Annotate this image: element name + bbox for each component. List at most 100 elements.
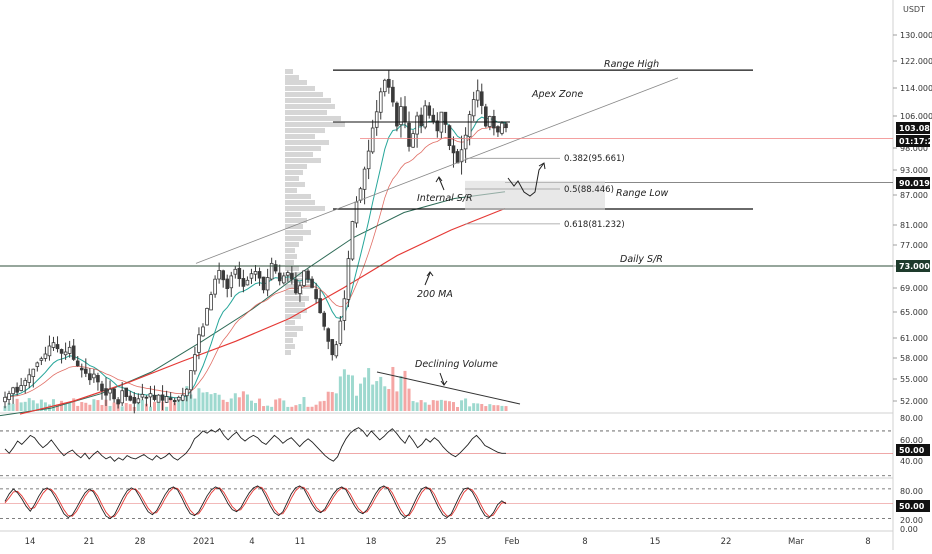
candle-body bbox=[374, 111, 379, 128]
volume-bar bbox=[201, 392, 205, 411]
candle-body bbox=[43, 353, 48, 359]
time-tick-label: 11 bbox=[295, 537, 306, 547]
candle-body bbox=[63, 351, 68, 356]
volume-profile-bar bbox=[285, 146, 321, 151]
volume-bar bbox=[439, 399, 443, 411]
fib-50-label: 0.5(88.446) bbox=[564, 185, 614, 195]
volume-bar bbox=[266, 405, 270, 411]
volume-profile-bar bbox=[285, 206, 325, 211]
candle-body bbox=[79, 367, 84, 371]
volume-bar bbox=[39, 399, 43, 411]
candle-body bbox=[281, 275, 286, 284]
volume-bar bbox=[193, 398, 197, 411]
volume-bar bbox=[310, 406, 314, 411]
volume-bar bbox=[270, 406, 274, 411]
candle-body bbox=[500, 122, 504, 134]
candle-body bbox=[253, 271, 258, 275]
volume-bar bbox=[47, 404, 51, 411]
volume-profile-bar bbox=[285, 69, 293, 74]
price-tick-label: 93.000 bbox=[900, 166, 928, 175]
volume-profile bbox=[285, 69, 345, 355]
candle-body bbox=[391, 86, 395, 103]
candle-body bbox=[346, 258, 351, 300]
daily-sr-label: Daily S/R bbox=[620, 254, 663, 265]
time-tick-label: 15 bbox=[650, 537, 661, 547]
volume-bar bbox=[359, 383, 363, 411]
candle-body bbox=[326, 328, 331, 342]
candle-body bbox=[306, 270, 310, 280]
candle-body bbox=[435, 120, 440, 132]
volume-profile-bar bbox=[285, 134, 315, 139]
candle-body bbox=[205, 307, 209, 326]
volume-bar bbox=[460, 400, 464, 411]
daily-sr-price-label: 73.000 bbox=[899, 262, 930, 271]
volume-bar bbox=[51, 399, 55, 411]
volume-bar bbox=[241, 391, 245, 411]
time-tick-label: 28 bbox=[135, 537, 146, 547]
volume-bar bbox=[419, 400, 423, 411]
volume-bar bbox=[355, 395, 359, 411]
volume-bar bbox=[92, 399, 96, 411]
volume-bar bbox=[157, 402, 161, 411]
volume-bar bbox=[411, 401, 415, 411]
candle-body bbox=[483, 106, 488, 127]
volume-bar bbox=[84, 402, 88, 411]
candle-body bbox=[237, 268, 242, 280]
range-low-label: Range Low bbox=[616, 188, 668, 199]
volume-profile-bar bbox=[285, 272, 305, 277]
candle-body bbox=[273, 264, 278, 272]
rsi-tick-label: 60.00 bbox=[900, 436, 923, 445]
candle-body bbox=[257, 271, 262, 279]
candle-body bbox=[451, 145, 456, 154]
volume-bar bbox=[427, 404, 431, 411]
internal-sr-arrow bbox=[435, 176, 445, 191]
volume-profile-bar bbox=[285, 182, 305, 187]
candle-body bbox=[88, 373, 92, 381]
volume-bar bbox=[322, 400, 326, 411]
axes: USDT 130.000 122.000 114.000 106.000 98.000 93… bbox=[25, 5, 932, 547]
time-tick-label: 4 bbox=[249, 537, 254, 547]
volume-bar bbox=[278, 398, 282, 411]
candle-body bbox=[84, 368, 88, 374]
candle-body bbox=[124, 387, 129, 397]
candle-body bbox=[338, 320, 343, 344]
volume-profile-bar bbox=[285, 260, 294, 265]
volume-bar bbox=[318, 401, 322, 411]
volume-profile-bar bbox=[285, 224, 303, 229]
price-tick-label: 114.000 bbox=[900, 84, 932, 93]
volume-bar bbox=[88, 404, 92, 411]
volume-bar bbox=[456, 407, 460, 411]
volume-bar bbox=[43, 402, 47, 411]
volume-bar bbox=[165, 406, 169, 411]
volume-bar bbox=[447, 401, 451, 411]
volume-bar bbox=[488, 404, 492, 411]
candle-body bbox=[221, 270, 225, 281]
candle-body bbox=[136, 398, 141, 404]
candle-body bbox=[411, 133, 415, 148]
volume-bar bbox=[472, 403, 476, 411]
volume-bar bbox=[282, 400, 286, 411]
volume-bar bbox=[431, 400, 435, 411]
level-90-label: 90.019 bbox=[899, 179, 930, 188]
volume-profile-bar bbox=[285, 110, 327, 115]
volume-bar bbox=[403, 370, 407, 411]
fib-618-label: 0.618(81.232) bbox=[564, 220, 625, 230]
last-price-label: 103.086 bbox=[899, 124, 932, 133]
volume-bar bbox=[205, 392, 209, 411]
candle-body bbox=[19, 385, 23, 391]
candle-body bbox=[180, 394, 185, 401]
candle-body bbox=[362, 168, 367, 190]
volume-bar bbox=[68, 402, 72, 411]
volume-profile-bar bbox=[285, 254, 297, 259]
candle-body bbox=[156, 394, 161, 403]
candle-body bbox=[164, 396, 169, 403]
volume-bar bbox=[314, 404, 318, 411]
volume-profile-bar bbox=[285, 248, 295, 253]
demand-zone bbox=[465, 180, 605, 210]
candle-body bbox=[31, 368, 36, 378]
volume-profile-bar bbox=[285, 104, 335, 109]
volume-bar bbox=[387, 389, 391, 411]
price-tick-label: 106.000 bbox=[900, 112, 932, 121]
candle-body bbox=[185, 388, 189, 397]
